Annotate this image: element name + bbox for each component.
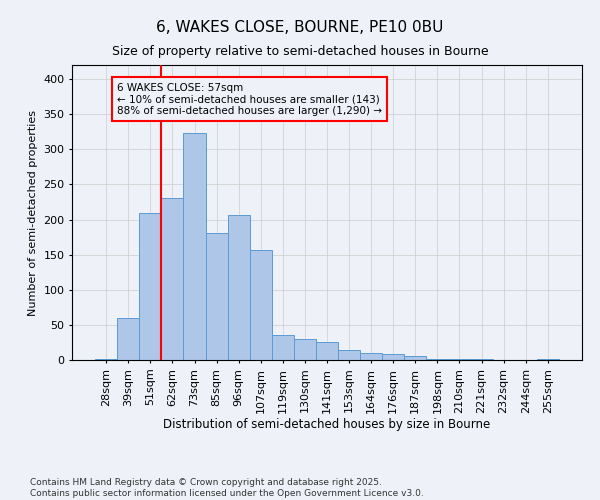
- Bar: [250, 250, 272, 360]
- Bar: [427, 358, 448, 360]
- Bar: [227, 214, 250, 360]
- Bar: [316, 342, 338, 360]
- X-axis label: Distribution of semi-detached houses by size in Bourne: Distribution of semi-detached houses by …: [163, 418, 491, 432]
- Bar: [206, 233, 227, 360]
- Bar: [184, 133, 206, 360]
- Text: 6 WAKES CLOSE: 57sqm
← 10% of semi-detached houses are smaller (143)
88% of semi: 6 WAKES CLOSE: 57sqm ← 10% of semi-detac…: [117, 82, 382, 116]
- Bar: [294, 339, 316, 360]
- Bar: [360, 353, 382, 360]
- Bar: [161, 198, 184, 360]
- Bar: [338, 350, 360, 360]
- Bar: [139, 212, 161, 360]
- Bar: [95, 358, 117, 360]
- Bar: [404, 356, 427, 360]
- Text: 6, WAKES CLOSE, BOURNE, PE10 0BU: 6, WAKES CLOSE, BOURNE, PE10 0BU: [157, 20, 443, 35]
- Bar: [272, 336, 294, 360]
- Bar: [537, 358, 559, 360]
- Y-axis label: Number of semi-detached properties: Number of semi-detached properties: [28, 110, 38, 316]
- Text: Size of property relative to semi-detached houses in Bourne: Size of property relative to semi-detach…: [112, 45, 488, 58]
- Bar: [117, 318, 139, 360]
- Bar: [382, 354, 404, 360]
- Text: Contains HM Land Registry data © Crown copyright and database right 2025.
Contai: Contains HM Land Registry data © Crown c…: [30, 478, 424, 498]
